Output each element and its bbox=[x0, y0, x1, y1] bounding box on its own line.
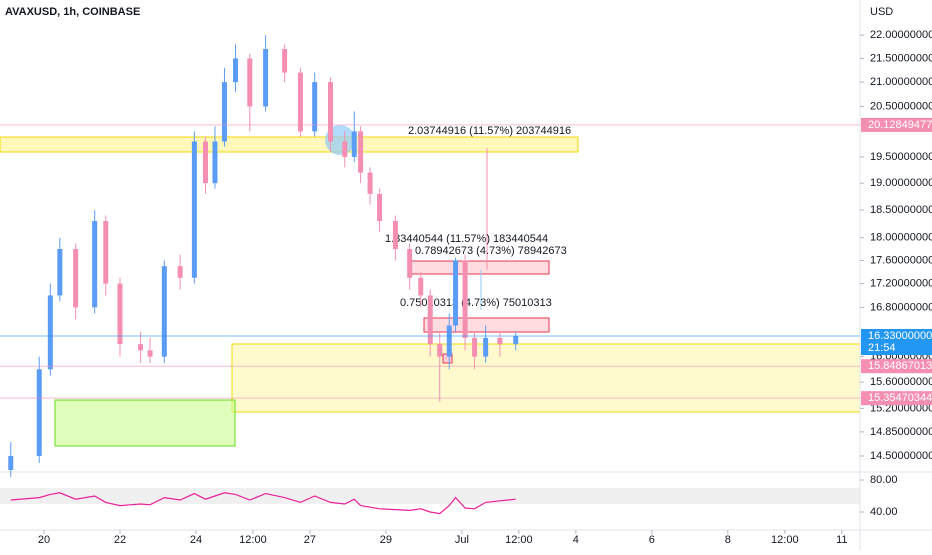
x-tick-label: 22 bbox=[114, 534, 126, 546]
candle-body bbox=[92, 221, 98, 308]
candle-body bbox=[57, 249, 63, 296]
y-tick-label: 18.50000000 bbox=[870, 204, 932, 216]
price-label-box bbox=[861, 329, 932, 356]
candle-body bbox=[437, 344, 443, 357]
candle-body bbox=[177, 266, 183, 278]
candle-body bbox=[161, 266, 167, 357]
x-tick-label: 27 bbox=[304, 534, 316, 546]
x-tick-label: 11 bbox=[836, 534, 847, 546]
rsi-line bbox=[10, 492, 516, 515]
candle-body bbox=[233, 58, 239, 83]
candle-body bbox=[138, 344, 144, 351]
x-tick-label: 6 bbox=[649, 534, 655, 546]
candle-body bbox=[513, 336, 519, 345]
y-tick-label: 16.80000000 bbox=[870, 301, 932, 313]
candle-body bbox=[377, 193, 383, 222]
y-tick-label: 17.20000000 bbox=[870, 278, 932, 290]
annotation: 0.75010313 (4.73%) 75010313 bbox=[400, 297, 552, 309]
y-tick-label: 14.85000000 bbox=[870, 426, 932, 438]
y-tick-label: 15.20000000 bbox=[870, 402, 932, 414]
annotation: 0.78942673 (4.73%) 78942673 bbox=[415, 245, 567, 257]
x-tick-label: 12:00 bbox=[771, 534, 799, 546]
y-tick-label: 18.00000000 bbox=[870, 232, 932, 244]
candle-body bbox=[483, 337, 489, 357]
candle-body bbox=[392, 221, 398, 250]
candle-body bbox=[8, 455, 14, 470]
candle-body bbox=[297, 72, 303, 132]
price-label-box bbox=[861, 391, 932, 406]
candle-body bbox=[407, 249, 413, 278]
candle-body bbox=[117, 283, 123, 345]
candle-body bbox=[263, 49, 269, 107]
x-tick-label: 4 bbox=[573, 534, 579, 546]
y-tick-label: 22.00000000 bbox=[870, 29, 932, 41]
chart-title: AVAXUSD, 1h, COINBASE bbox=[5, 6, 140, 18]
y-tick-label: 17.60000000 bbox=[870, 254, 932, 266]
x-tick-label: 8 bbox=[725, 534, 731, 546]
x-tick-label: 12:00 bbox=[505, 534, 533, 546]
candle-body bbox=[497, 337, 503, 345]
zone bbox=[54, 399, 236, 447]
candle-body bbox=[462, 260, 468, 338]
y-tick-label: 14.50000000 bbox=[870, 450, 932, 462]
candle-body bbox=[427, 295, 433, 345]
candle-body bbox=[47, 295, 53, 370]
rsi-band bbox=[0, 488, 860, 504]
candle-body bbox=[103, 221, 109, 284]
candle-body bbox=[247, 58, 253, 107]
x-tick-label: 20 bbox=[38, 534, 50, 546]
rsi-tick-label: 80.00 bbox=[870, 474, 898, 486]
annotation: 1.33440544 (11.57%) 183440544 bbox=[385, 233, 548, 245]
rsi-tick-label: 40.00 bbox=[870, 506, 898, 518]
price-label: 15.35470344 bbox=[868, 392, 932, 404]
candle-body bbox=[342, 141, 348, 157]
price-label: 16.33000000 bbox=[868, 330, 932, 342]
price-label-box bbox=[861, 359, 932, 374]
y-tick-label: 19.50000000 bbox=[870, 151, 932, 163]
candle-body bbox=[472, 337, 478, 357]
price-label: 20.12849477 bbox=[868, 119, 932, 131]
candle-body bbox=[147, 350, 153, 357]
annotation: 2.03744916 (11.57%) 203744916 bbox=[408, 125, 571, 137]
candle-body bbox=[358, 131, 364, 173]
candle-body bbox=[212, 141, 218, 184]
x-tick-label: 12:00 bbox=[239, 534, 267, 546]
x-tick-label: 24 bbox=[190, 534, 202, 546]
x-tick-label: 29 bbox=[380, 534, 392, 546]
y-tick-label: 19.00000000 bbox=[870, 177, 932, 189]
candle-body bbox=[36, 369, 42, 456]
candle-body bbox=[446, 325, 452, 357]
price-label-box bbox=[861, 117, 932, 132]
candle-body bbox=[202, 141, 208, 184]
zone bbox=[410, 260, 550, 275]
zone bbox=[0, 136, 579, 153]
candle-body bbox=[351, 131, 357, 157]
zone bbox=[423, 317, 550, 333]
candle-body bbox=[312, 82, 318, 132]
candle-body bbox=[367, 172, 373, 194]
candle-body bbox=[191, 141, 197, 278]
zone bbox=[231, 343, 861, 413]
x-tick-label: Jul bbox=[455, 534, 469, 546]
y-tick-label: 21.00000000 bbox=[870, 76, 932, 88]
y-tick-label: 15.60000000 bbox=[870, 376, 932, 388]
candle-body bbox=[73, 249, 79, 308]
candle-body bbox=[453, 260, 459, 326]
price-label: 15.84867013 bbox=[868, 360, 932, 372]
y-tick-label: 20.50000000 bbox=[870, 100, 932, 112]
currency: USD bbox=[870, 6, 893, 18]
countdown: 21:54 bbox=[868, 342, 896, 354]
y-tick-label: 21.50000000 bbox=[870, 52, 932, 64]
candle-body bbox=[418, 277, 424, 296]
candle-body bbox=[328, 82, 334, 142]
candle-body bbox=[282, 49, 288, 73]
candle-body bbox=[221, 82, 227, 142]
